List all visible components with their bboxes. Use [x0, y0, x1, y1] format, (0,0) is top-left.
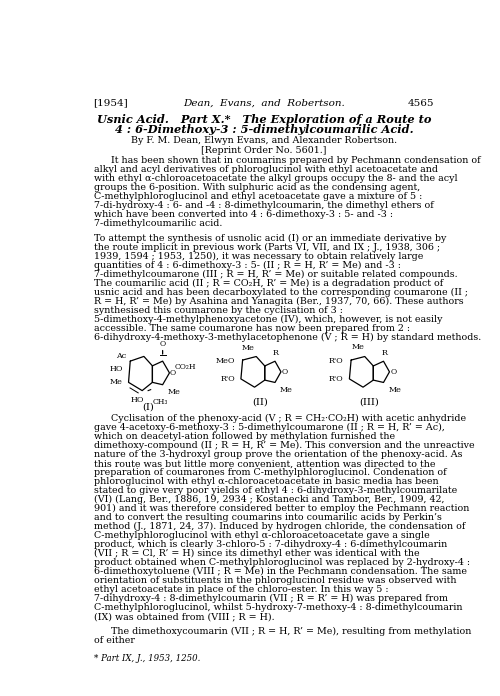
Text: Me: Me [168, 388, 180, 396]
Text: (VI) (Lang, Ber., 1886, 19, 2934 ; Kostanecki and Tambor, Ber., 1909, 42,: (VI) (Lang, Ber., 1886, 19, 2934 ; Kosta… [94, 496, 444, 505]
Text: O: O [282, 368, 288, 376]
Text: The dimethoxycoumarin (VII ; R = H, R’ = Me), resulting from methylation: The dimethoxycoumarin (VII ; R = H, R’ =… [112, 626, 472, 635]
Text: O: O [170, 369, 176, 377]
Text: C-methylphloroglucinol, whilst 5-hydroxy-7-methoxy-4 : 8-dimethylcoumarin: C-methylphloroglucinol, whilst 5-hydroxy… [94, 603, 462, 612]
Text: 6-dimethoxytoluene (VIII ; R = Me) in the Pechmann condensation. The same: 6-dimethoxytoluene (VIII ; R = Me) in th… [94, 567, 466, 576]
Text: gave 4-acetoxy-6-methoxy-3 : 5-dimethylcoumarone (II ; R = H, R’ = Ac),: gave 4-acetoxy-6-methoxy-3 : 5-dimethylc… [94, 423, 444, 432]
Text: Me: Me [110, 379, 122, 386]
Text: Me: Me [242, 344, 254, 351]
Text: with ethyl α-chloroacetoacetate the alkyl groups occupy the 8- and the acyl: with ethyl α-chloroacetoacetate the alky… [94, 175, 457, 184]
Text: preparation of coumarones from C-methylphloroglucinol. Condenation of: preparation of coumarones from C-methylp… [94, 468, 446, 477]
Text: quantities of 4 : 6-dimethoxy-3 : 5- (II ; R = H, R’ = Me) and -3 :: quantities of 4 : 6-dimethoxy-3 : 5- (II… [94, 261, 401, 270]
Text: 6-dihydroxy-4-methoxy-3-methylacetophenone (V ; R = H) by standard methods.: 6-dihydroxy-4-methoxy-3-methylacetopheno… [94, 333, 481, 342]
Text: HO: HO [130, 397, 144, 404]
Text: stated to give very poor yields of ethyl 4 : 6-dihydroxy-3-methylcoumarilate: stated to give very poor yields of ethyl… [94, 487, 457, 496]
Text: nature of the 3-hydroxyl group prove the orientation of the phenoxy-acid. As: nature of the 3-hydroxyl group prove the… [94, 450, 462, 459]
Text: To attempt the synthesis of usnolic acid (I) or an immediate derivative by: To attempt the synthesis of usnolic acid… [94, 234, 446, 243]
Text: R = H, R’ = Me) by Asahina and Yanagita (Ber., 1937, 70, 66). These authors: R = H, R’ = Me) by Asahina and Yanagita … [94, 296, 463, 306]
Text: CH₃: CH₃ [152, 397, 168, 406]
Text: R'O: R'O [328, 375, 344, 383]
Text: C-methylphloroglucinol and ethyl acetoacetate gave a mixture of 5 :: C-methylphloroglucinol and ethyl acetoac… [94, 192, 422, 201]
Text: (VII ; R = Cl, R’ = H) since its dimethyl ether was identical with the: (VII ; R = Cl, R’ = H) since its dimethy… [94, 549, 419, 558]
Text: synthesised this coumarone by the cyclisation of 3 :: synthesised this coumarone by the cyclis… [94, 306, 342, 315]
Text: and to convert the resulting coumarins into coumarilic acids by Perkin’s: and to convert the resulting coumarins i… [94, 513, 442, 522]
Text: R'O: R'O [328, 357, 344, 365]
Text: groups the 6-position. With sulphuric acid as the condensing agent,: groups the 6-position. With sulphuric ac… [94, 184, 420, 192]
Text: The coumarilic acid (II ; R = CO₂H, R’ = Me) is a degradation product of: The coumarilic acid (II ; R = CO₂H, R’ =… [94, 279, 443, 288]
Text: 7-di-hydroxy-4 : 6- and -4 : 8-dimethylcoumarin, the dimethyl ethers of: 7-di-hydroxy-4 : 6- and -4 : 8-dimethylc… [94, 201, 433, 210]
Text: 7-dimethylcoumarilic acid.: 7-dimethylcoumarilic acid. [94, 219, 222, 228]
Text: (I): (I) [142, 402, 154, 411]
Text: 901) and it was therefore considered better to employ the Pechmann reaction: 901) and it was therefore considered bet… [94, 504, 469, 514]
Text: Me: Me [352, 343, 364, 351]
Text: It has been shown that in coumarins prepared by Pechmann condensation of: It has been shown that in coumarins prep… [112, 157, 481, 166]
Text: * Part IX, J., 1953, 1250.: * Part IX, J., 1953, 1250. [94, 654, 200, 663]
Text: R: R [382, 349, 388, 356]
Text: method (J., 1871, 24, 37). Induced by hydrogen chloride, the condensation of: method (J., 1871, 24, 37). Induced by hy… [94, 522, 465, 531]
Text: CO₂H: CO₂H [174, 363, 196, 371]
Text: 7-dihydroxy-4 : 8-dimethylcoumarin (VII ; R = R’ = H) was prepared from: 7-dihydroxy-4 : 8-dimethylcoumarin (VII … [94, 594, 448, 603]
Text: HO: HO [110, 365, 124, 373]
Text: Ac: Ac [116, 352, 126, 361]
Text: MeO: MeO [216, 357, 235, 365]
Text: of either: of either [94, 635, 134, 644]
Text: 7-dimethylcoumarone (III ; R = H, R’ = Me) or suitable related compounds.: 7-dimethylcoumarone (III ; R = H, R’ = M… [94, 270, 457, 279]
Text: [Reprint Order No. 5601.]: [Reprint Order No. 5601.] [201, 145, 327, 155]
Text: C-methylphloroglucinol with ethyl α-chloroacetoacetate gave a single: C-methylphloroglucinol with ethyl α-chlo… [94, 531, 429, 540]
Text: Me: Me [280, 386, 293, 394]
Text: O: O [390, 368, 396, 376]
Text: (III): (III) [359, 398, 379, 406]
Text: product, which is clearly 3-chloro-5 : 7-dihydroxy-4 : 6-dimethylcoumarin: product, which is clearly 3-chloro-5 : 7… [94, 540, 447, 549]
Text: ethyl acetoacetate in place of the chloro-ester. In this way 5 :: ethyl acetoacetate in place of the chlor… [94, 585, 388, 594]
Text: accessible. The same coumarone has now been prepared from 2 :: accessible. The same coumarone has now b… [94, 324, 409, 333]
Text: orientation of substituents in the phloroglucinol residue was observed with: orientation of substituents in the phlor… [94, 576, 456, 585]
Text: By F. M. Dean, Elwyn Evans, and Alexander Robertson.: By F. M. Dean, Elwyn Evans, and Alexande… [131, 136, 397, 145]
Text: which on deacetyl-ation followed by methylation furnished the: which on deacetyl-ation followed by meth… [94, 432, 395, 441]
Text: 4 : 6-Dimethoxy-3 : 5-dimethylcoumarilic Acid.: 4 : 6-Dimethoxy-3 : 5-dimethylcoumarilic… [114, 125, 414, 135]
Text: 1939, 1594 ; 1953, 1250), it was necessary to obtain relatively large: 1939, 1594 ; 1953, 1250), it was necessa… [94, 252, 423, 261]
Text: 4565: 4565 [408, 99, 434, 107]
Text: Dean,  Evans,  and  Robertson.: Dean, Evans, and Robertson. [183, 99, 345, 107]
Text: R: R [273, 349, 279, 356]
Text: (IX) was obtained from (VIII ; R = H).: (IX) was obtained from (VIII ; R = H). [94, 612, 274, 622]
Text: which have been converted into 4 : 6-dimethoxy-3 : 5- and -3 :: which have been converted into 4 : 6-dim… [94, 210, 393, 219]
Text: 5-dimethoxy-4-methylphenoxyacetone (IV), which, however, is not easily: 5-dimethoxy-4-methylphenoxyacetone (IV),… [94, 315, 442, 324]
Text: the route implicit in previous work (Parts VI, VII, and IX ; J., 1938, 306 ;: the route implicit in previous work (Par… [94, 243, 440, 252]
Text: phloroglucinol with ethyl α-chloroacetoacetate in basic media has been: phloroglucinol with ethyl α-chloroacetoa… [94, 477, 438, 487]
Text: Usnic Acid.   Part X.*   The Exploration of a Route to: Usnic Acid. Part X.* The Exploration of … [97, 113, 431, 125]
Text: O: O [160, 340, 166, 348]
Text: Me: Me [388, 386, 402, 394]
Text: (II): (II) [252, 398, 268, 406]
Text: product obtained when C-methylphloroglucinol was replaced by 2-hydroxy-4 :: product obtained when C-methylphlorogluc… [94, 558, 470, 567]
Text: [1954]: [1954] [94, 99, 128, 107]
Text: dimethoxy-compound (II ; R = H, R’ = Me). This conversion and the unreactive: dimethoxy-compound (II ; R = H, R’ = Me)… [94, 441, 474, 450]
Text: Cyclisation of the phenoxy-acid (V ; R = CH₂·CO₂H) with acetic anhydride: Cyclisation of the phenoxy-acid (V ; R =… [112, 414, 467, 423]
Text: this route was but little more convenient, attention was directed to the: this route was but little more convenien… [94, 459, 435, 468]
Text: usnic acid and has been decarboxylated to the corresponding coumarone (II ;: usnic acid and has been decarboxylated t… [94, 288, 468, 297]
Text: alkyl and acyl derivatives of phloroglucinol with ethyl acetoacetate and: alkyl and acyl derivatives of phlorogluc… [94, 166, 438, 175]
Text: R'O: R'O [220, 375, 235, 383]
